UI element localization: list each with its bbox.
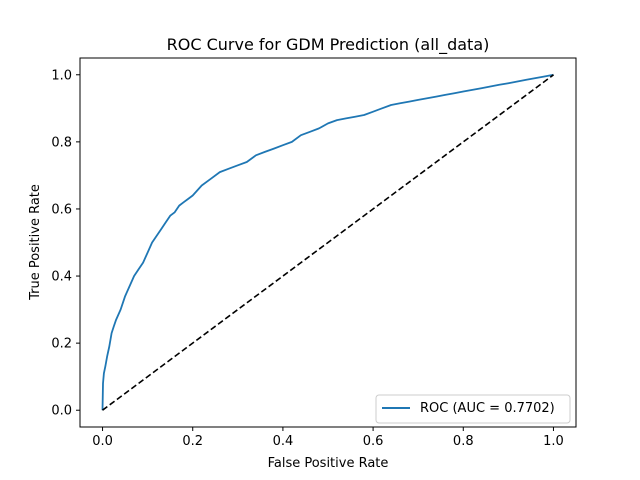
legend-label: ROC (AUC = 0.7702) <box>420 401 555 416</box>
x-axis-label: False Positive Rate <box>268 456 389 471</box>
chance-diagonal-line <box>102 74 554 411</box>
plot-frame <box>79 57 577 428</box>
y-tick-label: 1.0 <box>51 68 72 83</box>
x-tick-label: 1.0 <box>543 434 564 449</box>
x-tick-label: 0.6 <box>363 434 384 449</box>
x-axis-ticks: 0.0 0.2 0.4 0.6 0.8 1.0 <box>92 427 564 449</box>
series-layer <box>101 73 554 411</box>
y-tick-label: 0.2 <box>51 337 72 352</box>
y-tick-label: 0.0 <box>51 404 72 419</box>
chart-title: ROC Curve for GDM Prediction (all_data) <box>167 35 490 55</box>
x-tick-label: 0.8 <box>453 434 474 449</box>
x-tick-label: 0.2 <box>182 434 203 449</box>
x-tick-label: 0.4 <box>273 434 294 449</box>
legend-box <box>375 394 571 424</box>
roc-curve-line <box>101 73 554 411</box>
x-tick-label: 0.0 <box>92 434 113 449</box>
legend: ROC (AUC = 0.7702) <box>375 394 571 424</box>
y-tick-label: 0.4 <box>51 270 72 285</box>
y-tick-label: 0.6 <box>51 202 72 217</box>
y-axis-ticks: 0.0 0.2 0.4 0.6 0.8 1.0 <box>51 68 80 419</box>
y-tick-label: 0.8 <box>51 135 72 150</box>
y-axis-label: True Positive Rate <box>28 184 43 301</box>
